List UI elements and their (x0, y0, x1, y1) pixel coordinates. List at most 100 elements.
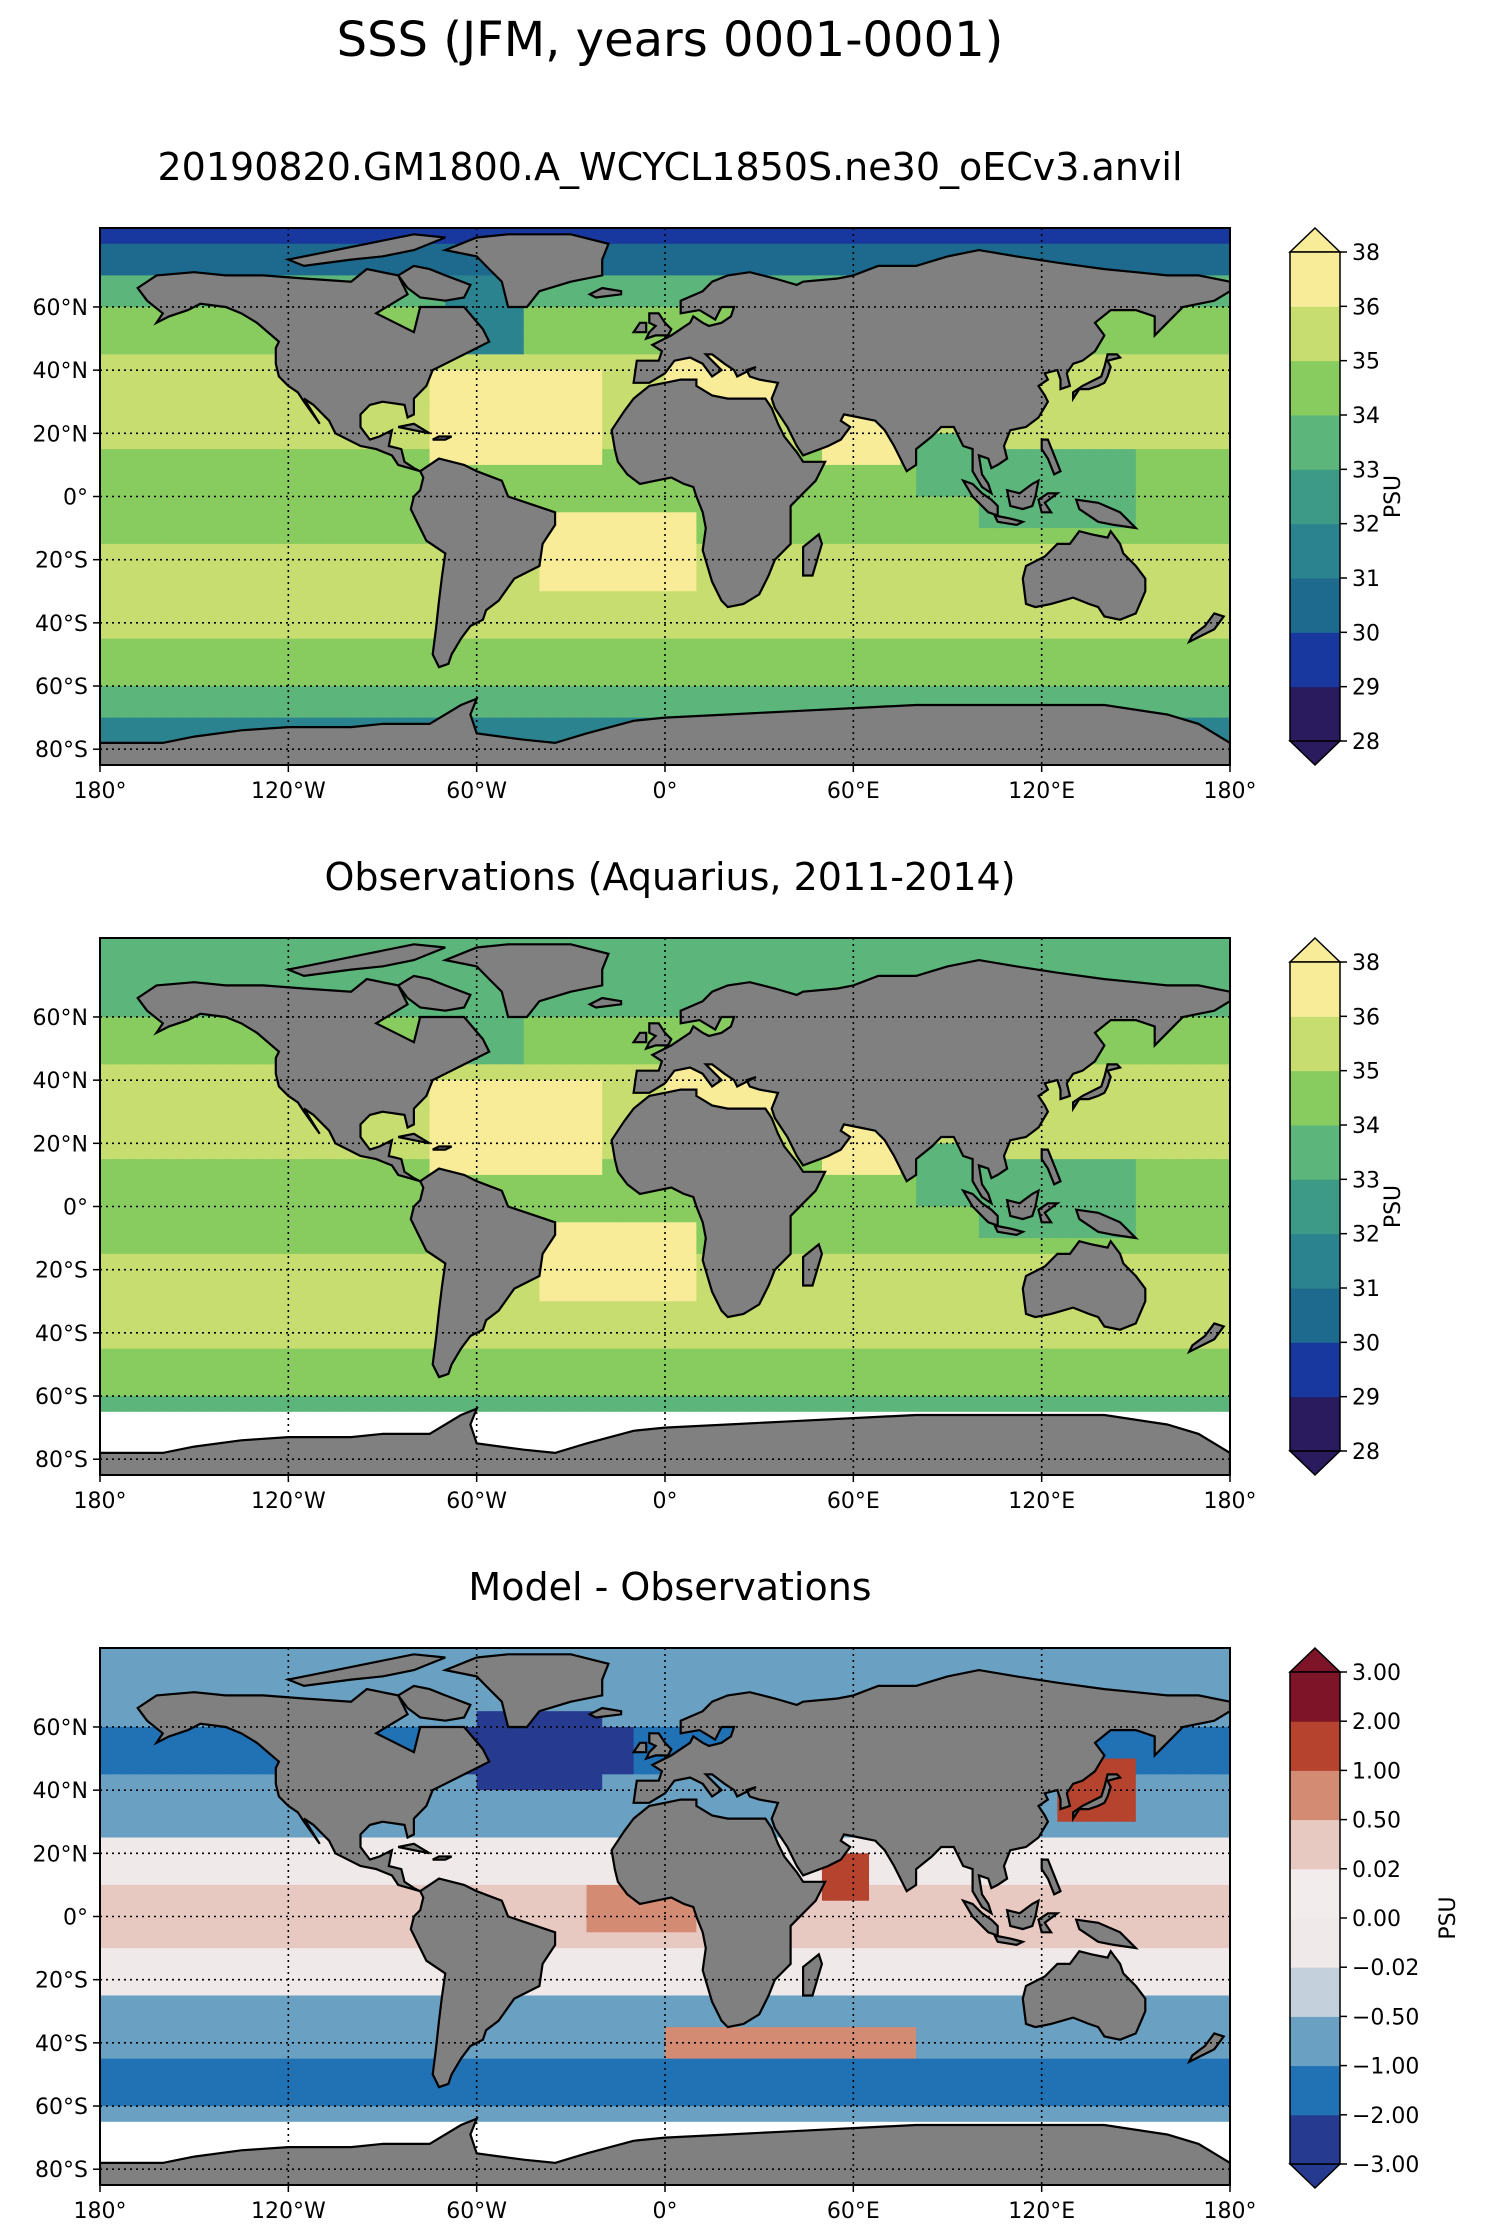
field-cell (413, 607, 431, 624)
field-cell (727, 938, 745, 955)
field-cell (335, 1222, 352, 1239)
field-cell (947, 670, 964, 687)
field-cell (916, 1174, 933, 1192)
field-cell (100, 1206, 117, 1223)
field-cell (100, 985, 117, 1002)
field-cell (241, 670, 258, 687)
field-cell (602, 1238, 619, 1255)
field-cell (1167, 1174, 1184, 1192)
field-cell (539, 1143, 556, 1160)
field-cell (665, 512, 682, 529)
field-cell (916, 686, 933, 703)
field-cell (1104, 322, 1121, 340)
field-cell (335, 575, 352, 592)
field-cell (821, 528, 839, 545)
field-cell (759, 228, 776, 245)
field-cell (539, 480, 556, 498)
field-cell (680, 1411, 697, 1429)
field-cell (1104, 654, 1121, 671)
field-cell (1025, 1348, 1043, 1366)
field-cell (617, 985, 635, 1002)
field-cell (288, 654, 305, 671)
field-cell (633, 275, 650, 292)
field-cell (194, 1427, 211, 1445)
field-cell (994, 1285, 1011, 1302)
field-cell (272, 1348, 289, 1366)
field-cell (131, 1159, 148, 1176)
field-cell (900, 1364, 917, 1381)
field-cell (319, 1269, 337, 1287)
field-cell (131, 1427, 148, 1445)
field-cell (335, 512, 352, 529)
field-cell (256, 638, 274, 656)
field-cell (602, 401, 619, 419)
field-cell (1057, 1111, 1074, 1129)
field-cell (869, 1380, 886, 1397)
field-cell (947, 654, 964, 671)
field-cell (884, 1190, 902, 1208)
field-cell (147, 938, 164, 955)
field-cell (570, 701, 588, 719)
field-cell (256, 259, 274, 276)
field-cell (1120, 1032, 1137, 1050)
field-cell (304, 417, 321, 434)
field-cell (821, 1190, 839, 1208)
field-cell (1214, 243, 1230, 261)
field-cell (319, 1396, 337, 1413)
field-cell (1214, 1016, 1230, 1034)
field-cell (272, 259, 289, 276)
field-cell (680, 607, 697, 624)
field-cell (162, 559, 180, 577)
field-cell (931, 480, 949, 498)
field-cell (1214, 449, 1230, 466)
field-cell (178, 1411, 195, 1429)
field-cell (1214, 1396, 1230, 1413)
field-cell (837, 575, 854, 592)
field-cell (209, 1411, 227, 1429)
field-cell (978, 686, 996, 703)
field-cell (413, 1380, 431, 1397)
field-cell (586, 370, 603, 387)
field-cell (1088, 1174, 1106, 1192)
field-cell (351, 480, 368, 498)
field-cell (790, 1317, 807, 1334)
field-cell (1135, 370, 1153, 387)
field-cell (115, 1095, 132, 1113)
y-tick-label: 0° (63, 486, 88, 511)
field-cell (319, 622, 337, 640)
field-cell (696, 1332, 713, 1350)
field-cell (100, 291, 117, 308)
field-cell (884, 480, 902, 498)
field-cell (1182, 449, 1200, 466)
field-cell (586, 1206, 603, 1223)
field-cell (680, 1317, 697, 1334)
field-cell (272, 401, 289, 419)
field-cell (884, 938, 902, 955)
field-cell (821, 1285, 839, 1302)
field-cell (115, 591, 132, 608)
field-cell (665, 528, 682, 545)
field-cell (413, 591, 431, 608)
field-cell (162, 969, 180, 986)
field-cell (508, 1380, 525, 1397)
field-cell (288, 1396, 305, 1413)
field-cell (382, 1364, 399, 1381)
field-cell (586, 433, 603, 450)
field-cell (963, 686, 980, 703)
field-cell (1151, 638, 1168, 656)
field-cell (1135, 1064, 1153, 1081)
field-cell (900, 512, 917, 529)
field-cell (1198, 401, 1215, 419)
land-mass (432, 435, 453, 441)
field-cell (978, 1332, 996, 1350)
field-cell (1214, 543, 1230, 561)
field-cell (586, 1253, 603, 1271)
field-cell (429, 370, 446, 387)
field-cell (445, 969, 462, 986)
field-cell (884, 1364, 902, 1381)
field-cell (178, 1317, 195, 1334)
land-mass (1074, 1208, 1139, 1240)
field-cell (1151, 953, 1168, 971)
field-cell (162, 401, 180, 419)
field-cell (1073, 1317, 1090, 1334)
